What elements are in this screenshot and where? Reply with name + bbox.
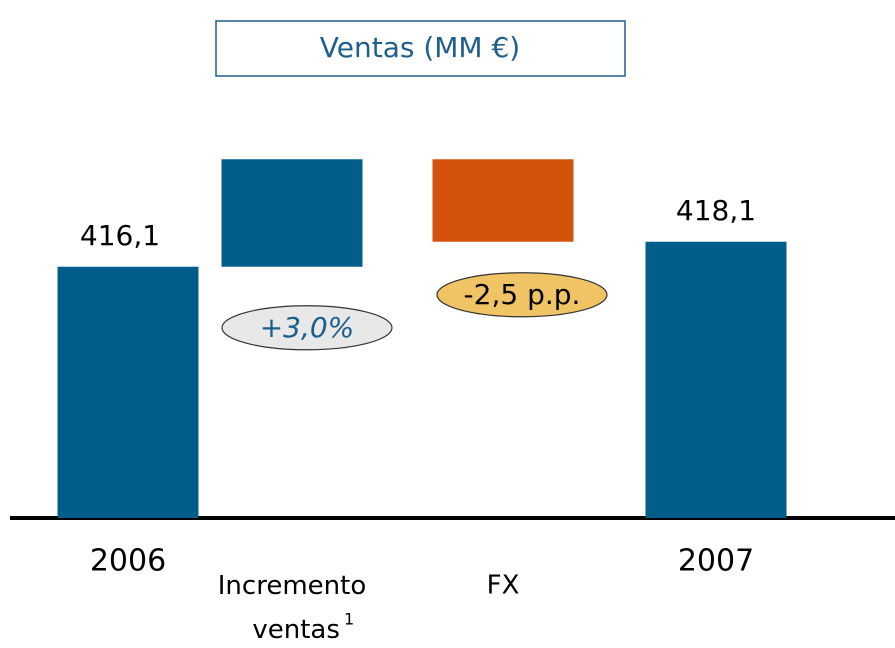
chart-title: Ventas (MM €) <box>320 31 520 64</box>
footnote-mark: 1 <box>344 610 354 629</box>
x-tick-label: Incremento ventas <box>218 571 366 645</box>
value-label: 418,1 <box>676 194 756 227</box>
annotation: +3,0% <box>260 311 355 344</box>
bar <box>57 266 199 518</box>
bar <box>432 159 574 242</box>
annotation-bubble <box>436 272 608 318</box>
bar <box>221 159 363 267</box>
x-tick-label: 2007 <box>678 544 754 579</box>
value-label: 416,1 <box>80 219 160 252</box>
bar <box>645 241 787 518</box>
annotation: -2,5 p.p. <box>464 278 581 311</box>
annotation-bubble <box>221 305 393 351</box>
x-tick-label: 2006 <box>90 544 166 579</box>
title-box <box>215 20 626 77</box>
x-tick-label: FX <box>487 571 520 601</box>
